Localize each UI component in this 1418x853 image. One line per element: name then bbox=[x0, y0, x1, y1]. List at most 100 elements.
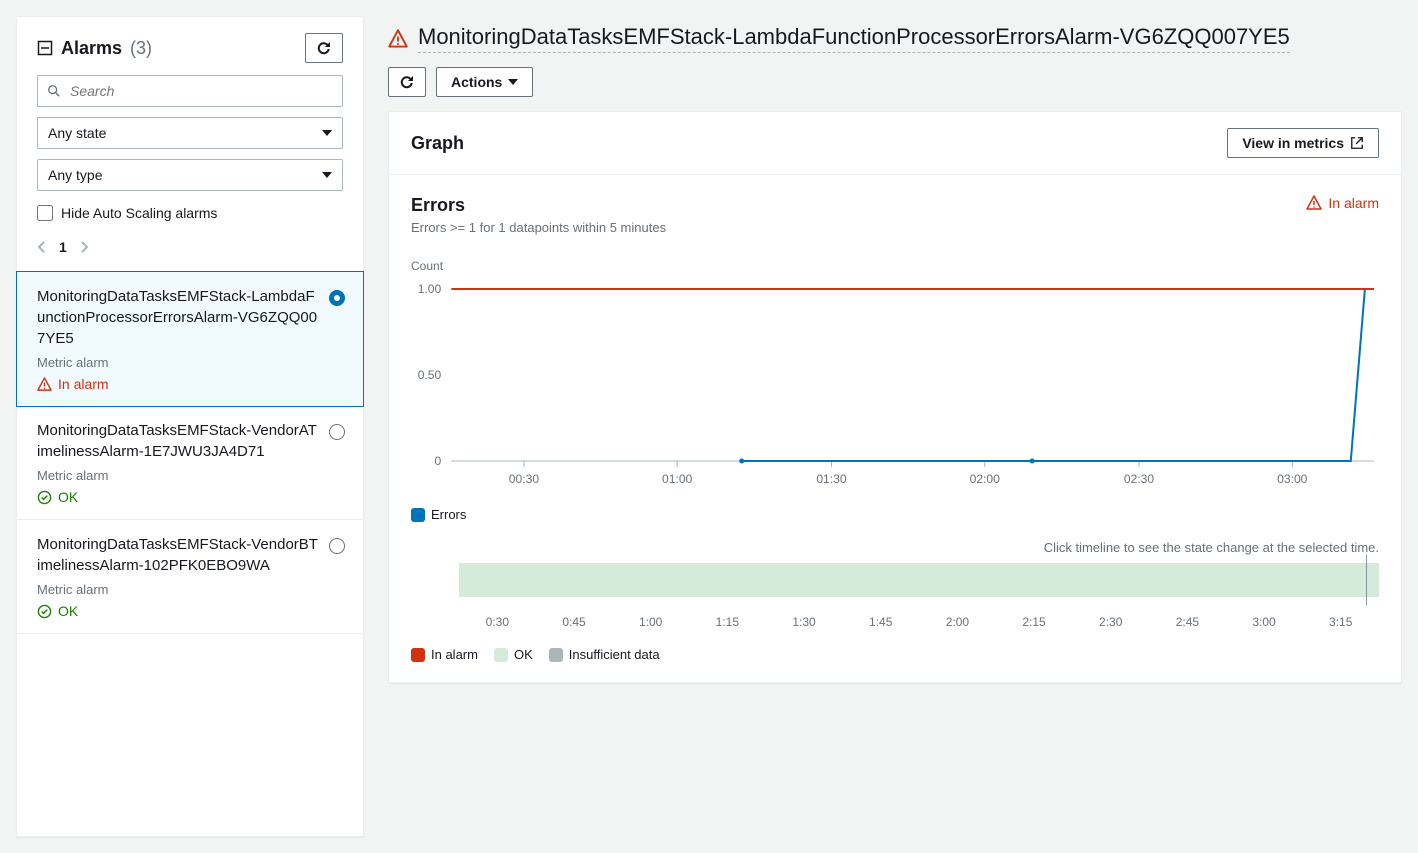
graph-card: Graph View in metrics Errors Errors >= 1… bbox=[388, 111, 1402, 683]
timeline-tick-label: 0:45 bbox=[536, 615, 613, 629]
alarm-type: Metric alarm bbox=[37, 355, 343, 370]
alarm-list-item[interactable]: MonitoringDataTasksEMFStack-VendorBTimel… bbox=[17, 520, 363, 634]
timeline-tick-label: 2:15 bbox=[996, 615, 1073, 629]
timeline-labels: 0:300:451:001:151:301:452:002:152:302:45… bbox=[459, 615, 1379, 629]
hide-autoscaling-label: Hide Auto Scaling alarms bbox=[61, 205, 217, 221]
legend-label: OK bbox=[514, 647, 533, 662]
sidebar-controls: Any state Any type Hide Auto Scaling ala… bbox=[17, 75, 363, 271]
chart-legend: Errors bbox=[411, 507, 1379, 522]
search-input[interactable] bbox=[37, 75, 343, 107]
alarm-radio[interactable] bbox=[329, 424, 345, 440]
search-icon bbox=[47, 84, 61, 98]
svg-text:01:00: 01:00 bbox=[662, 472, 693, 486]
page-title-row: MonitoringDataTasksEMFStack-LambdaFuncti… bbox=[388, 16, 1402, 53]
alarm-status: In alarm bbox=[37, 376, 343, 392]
timeline-tick-label: 1:00 bbox=[612, 615, 689, 629]
external-link-icon bbox=[1350, 136, 1364, 150]
alarm-list-item[interactable]: MonitoringDataTasksEMFStack-VendorATimel… bbox=[17, 406, 363, 520]
alarms-sidebar: Alarms (3) Any state Any type bbox=[16, 16, 364, 837]
alarms-count: (3) bbox=[130, 38, 152, 59]
ytick-2: 0 bbox=[435, 454, 442, 468]
alarm-list-item[interactable]: MonitoringDataTasksEMFStack-LambdaFuncti… bbox=[16, 271, 364, 407]
y-axis-label: Count bbox=[411, 259, 1379, 273]
timeline-tick-label: 1:45 bbox=[842, 615, 919, 629]
action-row: Actions bbox=[388, 67, 1402, 97]
ok-icon bbox=[37, 604, 52, 619]
alarm-list: MonitoringDataTasksEMFStack-LambdaFuncti… bbox=[17, 271, 363, 634]
legend-dot bbox=[411, 648, 425, 662]
alarm-radio[interactable] bbox=[329, 290, 345, 306]
actions-dropdown-button[interactable]: Actions bbox=[436, 67, 533, 97]
graph-top-row: Errors Errors >= 1 for 1 datapoints with… bbox=[411, 195, 1379, 235]
hide-autoscaling-checkbox[interactable]: Hide Auto Scaling alarms bbox=[37, 201, 343, 225]
timeline-legend-item: In alarm bbox=[411, 647, 478, 662]
chart-area: Count 1.00 0.50 0 00:30 01:00 bbox=[411, 259, 1379, 522]
ok-icon bbox=[37, 490, 52, 505]
timeline-bar[interactable] bbox=[459, 563, 1379, 597]
alarm-status-text: In alarm bbox=[58, 376, 109, 392]
pager: 1 bbox=[37, 235, 343, 259]
timeline-tick-label: 0:30 bbox=[459, 615, 536, 629]
alarm-radio[interactable] bbox=[329, 538, 345, 554]
timeline-legend-item: Insufficient data bbox=[549, 647, 660, 662]
series-line bbox=[742, 289, 1365, 461]
caret-down-icon bbox=[508, 79, 518, 85]
legend-label: Insufficient data bbox=[569, 647, 660, 662]
refresh-main-button[interactable] bbox=[388, 67, 426, 97]
timeline-legend: In alarm OK Insufficient data bbox=[411, 647, 1379, 662]
hide-autoscaling-input[interactable] bbox=[37, 205, 53, 221]
warning-icon bbox=[37, 377, 52, 392]
svg-text:01:30: 01:30 bbox=[816, 472, 847, 486]
sidebar-title: Alarms (3) bbox=[37, 38, 152, 59]
type-filter-select[interactable]: Any type bbox=[37, 159, 343, 191]
timeline-tick-label: 1:30 bbox=[766, 615, 843, 629]
alarm-status-text: OK bbox=[58, 603, 78, 619]
chart-subtitle: Errors >= 1 for 1 datapoints within 5 mi… bbox=[411, 220, 666, 235]
timeline-tick-label: 2:30 bbox=[1072, 615, 1149, 629]
legend-swatch bbox=[411, 508, 425, 522]
alarm-type: Metric alarm bbox=[37, 582, 343, 597]
svg-text:02:30: 02:30 bbox=[1124, 472, 1155, 486]
type-filter-label: Any type bbox=[48, 167, 102, 183]
chart-status-badge: In alarm bbox=[1306, 195, 1379, 211]
view-in-metrics-label: View in metrics bbox=[1242, 135, 1344, 151]
timeline-tick-label: 1:15 bbox=[689, 615, 766, 629]
refresh-sidebar-button[interactable] bbox=[305, 33, 343, 63]
pager-current: 1 bbox=[59, 239, 67, 255]
legend-label: In alarm bbox=[431, 647, 478, 662]
caret-down-icon bbox=[322, 130, 332, 136]
svg-text:02:00: 02:00 bbox=[970, 472, 1001, 486]
alarm-name: MonitoringDataTasksEMFStack-VendorATimel… bbox=[37, 420, 343, 462]
ytick-1: 0.50 bbox=[418, 368, 442, 382]
timeline-hint: Click timeline to see the state change a… bbox=[411, 540, 1379, 555]
timeline-marker[interactable] bbox=[1366, 555, 1367, 605]
data-point bbox=[1030, 459, 1035, 464]
alarm-status-text: OK bbox=[58, 489, 78, 505]
chart-title: Errors bbox=[411, 195, 666, 216]
svg-text:00:30: 00:30 bbox=[509, 472, 540, 486]
timeline-area[interactable]: 0:300:451:001:151:301:452:002:152:302:45… bbox=[411, 563, 1379, 662]
legend-dot bbox=[549, 648, 563, 662]
graph-card-title: Graph bbox=[411, 133, 464, 154]
legend-label: Errors bbox=[431, 507, 466, 522]
data-point bbox=[739, 459, 744, 464]
timeline-tick-label: 2:45 bbox=[1149, 615, 1226, 629]
timeline-legend-item: OK bbox=[494, 647, 533, 662]
refresh-icon bbox=[316, 40, 332, 56]
timeline-tick-label: 3:15 bbox=[1302, 615, 1379, 629]
warning-icon bbox=[1306, 195, 1322, 211]
pager-prev[interactable] bbox=[37, 241, 45, 253]
state-filter-label: Any state bbox=[48, 125, 106, 141]
alarm-status: OK bbox=[37, 489, 343, 505]
alarm-type: Metric alarm bbox=[37, 468, 343, 483]
view-in-metrics-button[interactable]: View in metrics bbox=[1227, 128, 1379, 158]
pager-next[interactable] bbox=[81, 241, 89, 253]
alarm-status: OK bbox=[37, 603, 343, 619]
alarm-name: MonitoringDataTasksEMFStack-VendorBTimel… bbox=[37, 534, 343, 576]
collapse-icon[interactable] bbox=[37, 40, 53, 56]
state-filter-select[interactable]: Any state bbox=[37, 117, 343, 149]
main-content: MonitoringDataTasksEMFStack-LambdaFuncti… bbox=[388, 16, 1402, 837]
alarms-title-text: Alarms bbox=[61, 38, 122, 59]
chart-svg[interactable]: 1.00 0.50 0 00:30 01:00 01:30 02:00 bbox=[411, 279, 1379, 499]
refresh-icon bbox=[399, 74, 415, 90]
